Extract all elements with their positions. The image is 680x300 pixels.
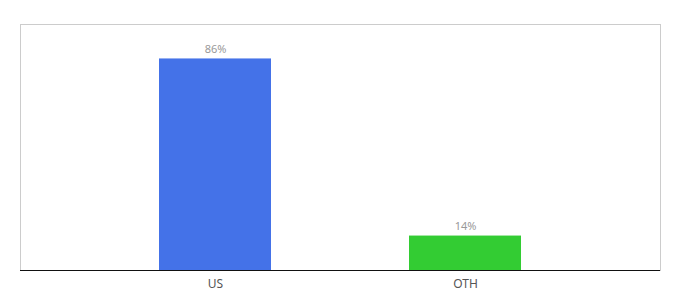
svg-text:US: US <box>208 275 224 292</box>
svg-text:86%: 86% <box>205 41 227 56</box>
svg-text:14%: 14% <box>455 218 477 233</box>
svg-text:OTH: OTH <box>453 275 478 292</box>
